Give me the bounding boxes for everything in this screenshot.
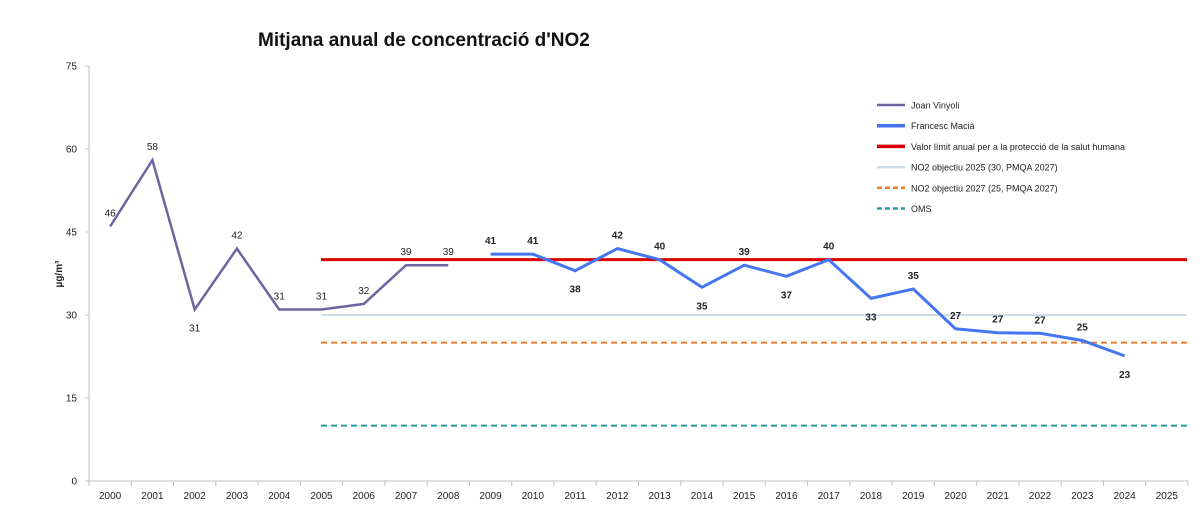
x-tick-label: 2013 bbox=[649, 491, 672, 502]
legend-label: NO2 objectiu 2027 (25, PMQA 2027) bbox=[911, 183, 1058, 193]
legend-label: NO2 objectiu 2025 (30, PMQA 2027) bbox=[911, 163, 1058, 173]
x-tick-label: 2001 bbox=[141, 491, 164, 502]
x-tick-label: 2015 bbox=[733, 491, 756, 502]
data-label: 42 bbox=[612, 231, 624, 242]
legend-label: OMS bbox=[911, 204, 932, 214]
series-lines bbox=[109, 157, 1126, 358]
data-label: 31 bbox=[316, 291, 328, 302]
data-label: 23 bbox=[1119, 370, 1131, 381]
x-tick-label: 2014 bbox=[691, 491, 714, 502]
data-label: 41 bbox=[527, 236, 539, 247]
x-tick-label: 2021 bbox=[987, 491, 1010, 502]
y-tick-label: 60 bbox=[66, 145, 78, 156]
legend: Joan Vinyoli Francesc Macià Valor límit an… bbox=[877, 101, 1125, 214]
y-tick-label: 45 bbox=[66, 228, 78, 239]
data-label: 39 bbox=[400, 247, 412, 258]
x-tick-label: 2005 bbox=[310, 491, 333, 502]
x-tick-label: 2008 bbox=[437, 491, 460, 502]
x-tick-label: 2020 bbox=[944, 491, 967, 502]
data-label: 39 bbox=[443, 247, 455, 258]
x-tick-label: 2017 bbox=[818, 491, 841, 502]
data-label: 58 bbox=[147, 142, 159, 153]
y-tick-label: 30 bbox=[66, 311, 78, 322]
x-tick-label: 2003 bbox=[226, 491, 249, 502]
x-tick-label: 2022 bbox=[1029, 491, 1052, 502]
x-tick-label: 2025 bbox=[1156, 491, 1179, 502]
legend-label: Francesc Macià bbox=[911, 121, 975, 131]
data-label: 31 bbox=[189, 323, 201, 334]
y-tick-label: 0 bbox=[71, 477, 77, 488]
x-tick-label: 2018 bbox=[860, 491, 883, 502]
data-label: 35 bbox=[696, 301, 708, 312]
data-label: 40 bbox=[654, 242, 666, 253]
y-tick-label: 75 bbox=[66, 62, 78, 73]
x-tick-label: 2010 bbox=[522, 491, 545, 502]
data-label: 35 bbox=[908, 271, 920, 282]
x-tick-label: 2002 bbox=[184, 491, 207, 502]
data-label: 33 bbox=[865, 312, 877, 323]
x-tick-label: 2006 bbox=[353, 491, 376, 502]
series-line bbox=[109, 157, 449, 313]
data-label: 46 bbox=[105, 208, 117, 219]
data-label: 32 bbox=[358, 286, 370, 297]
x-tick-label: 2023 bbox=[1071, 491, 1094, 502]
x-tick-label: 2009 bbox=[479, 491, 502, 502]
chart-title: Mitjana anual de concentració d'NO2 bbox=[258, 30, 590, 51]
data-label: 27 bbox=[950, 311, 962, 322]
data-label: 27 bbox=[992, 315, 1004, 326]
legend-label: Joan Vinyoli bbox=[911, 101, 959, 111]
y-tick-label: 15 bbox=[66, 394, 78, 405]
data-label: 25 bbox=[1077, 322, 1089, 333]
x-tick-label: 2024 bbox=[1113, 491, 1136, 502]
data-label: 41 bbox=[485, 236, 497, 247]
x-tick-label: 2007 bbox=[395, 491, 418, 502]
data-label: 42 bbox=[231, 231, 243, 242]
data-label: 37 bbox=[781, 290, 793, 301]
x-tick-label: 2004 bbox=[268, 491, 291, 502]
x-tick-label: 2011 bbox=[564, 491, 586, 502]
y-axis-title: µg/m³ bbox=[54, 260, 65, 288]
data-label: 39 bbox=[739, 247, 751, 258]
x-tick-label: 2019 bbox=[902, 491, 925, 502]
x-tick-label: 2000 bbox=[99, 491, 122, 502]
axes-layer: 0 15 30 45 60 75 2000 2001 2002 2003 2004 2005 2006 2… bbox=[54, 62, 1189, 502]
data-label: 40 bbox=[823, 242, 835, 253]
series-line bbox=[490, 247, 1126, 358]
legend-label: Valor límit anual per a la protecció de … bbox=[911, 142, 1125, 152]
data-label: 27 bbox=[1034, 315, 1046, 326]
data-labels: 46 58 31 42 31 31 32 39 39 41 41 38 42 40 35 39 37 40 33 35… bbox=[105, 142, 1131, 381]
x-tick-label: 2016 bbox=[775, 491, 798, 502]
data-label: 38 bbox=[570, 285, 582, 296]
data-label: 31 bbox=[274, 291, 286, 302]
x-tick-label: 2012 bbox=[606, 491, 629, 502]
reference-lines bbox=[320, 258, 1187, 427]
